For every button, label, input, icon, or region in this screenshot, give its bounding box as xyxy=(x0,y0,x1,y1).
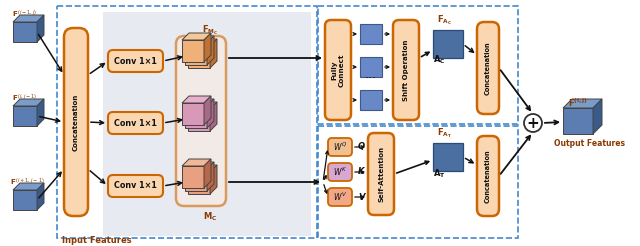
Text: Shift Operation: Shift Operation xyxy=(403,39,409,101)
FancyBboxPatch shape xyxy=(325,20,351,120)
Polygon shape xyxy=(185,169,207,191)
Text: Fully
Connect: Fully Connect xyxy=(332,53,344,87)
Polygon shape xyxy=(13,22,37,42)
Bar xyxy=(360,24,382,44)
Text: $\mathbf{F}^{(i+1,j-1)}$: $\mathbf{F}^{(i+1,j-1)}$ xyxy=(10,177,45,188)
Polygon shape xyxy=(185,36,214,43)
Text: $\mathbf{M_C}$: $\mathbf{M_C}$ xyxy=(203,211,217,223)
Polygon shape xyxy=(188,109,210,131)
Polygon shape xyxy=(207,99,214,128)
Text: $\mathbf{F_{A_T}}$: $\mathbf{F_{A_T}}$ xyxy=(437,126,452,140)
Text: $\mathbf{A_C}$: $\mathbf{A_C}$ xyxy=(433,54,445,66)
Bar xyxy=(360,90,382,110)
Polygon shape xyxy=(182,166,204,188)
Polygon shape xyxy=(185,99,214,106)
Text: $\mathbf{F_{M_C}}$: $\mathbf{F_{M_C}}$ xyxy=(202,23,218,37)
Polygon shape xyxy=(185,106,207,128)
Polygon shape xyxy=(593,99,602,134)
Text: $\mathbf{F_{A_C}}$: $\mathbf{F_{A_C}}$ xyxy=(437,13,452,27)
Polygon shape xyxy=(13,15,44,22)
Text: V: V xyxy=(358,193,365,201)
Text: Concatenation: Concatenation xyxy=(73,93,79,151)
Polygon shape xyxy=(37,99,44,126)
Bar xyxy=(433,143,463,171)
Text: Input Features: Input Features xyxy=(62,236,132,245)
FancyBboxPatch shape xyxy=(328,163,352,181)
Polygon shape xyxy=(204,33,211,62)
Text: +: + xyxy=(527,116,540,130)
Polygon shape xyxy=(188,46,210,68)
Polygon shape xyxy=(182,96,211,103)
Text: Concatenation: Concatenation xyxy=(485,149,491,203)
Polygon shape xyxy=(13,99,44,106)
Polygon shape xyxy=(13,190,37,210)
FancyBboxPatch shape xyxy=(477,22,499,114)
Polygon shape xyxy=(188,39,217,46)
Polygon shape xyxy=(182,40,204,62)
Polygon shape xyxy=(185,43,207,65)
Bar xyxy=(318,6,518,124)
Polygon shape xyxy=(204,96,211,125)
Polygon shape xyxy=(182,33,211,40)
Text: $W^K$: $W^K$ xyxy=(333,166,347,178)
Text: Concatenation: Concatenation xyxy=(485,41,491,95)
FancyBboxPatch shape xyxy=(393,20,419,120)
FancyBboxPatch shape xyxy=(108,175,163,197)
Text: Q: Q xyxy=(358,142,365,152)
Bar xyxy=(57,6,317,238)
Circle shape xyxy=(524,114,542,132)
Polygon shape xyxy=(207,162,214,191)
Text: $W^Q$: $W^Q$ xyxy=(333,141,347,153)
Polygon shape xyxy=(182,103,204,125)
Polygon shape xyxy=(210,165,217,194)
Polygon shape xyxy=(204,159,211,188)
Polygon shape xyxy=(188,172,210,194)
Bar xyxy=(318,126,518,238)
Polygon shape xyxy=(188,165,217,172)
FancyBboxPatch shape xyxy=(176,36,226,206)
Polygon shape xyxy=(563,108,593,134)
Text: Output Features: Output Features xyxy=(554,138,625,148)
Text: Conv 1×1: Conv 1×1 xyxy=(114,119,157,127)
Polygon shape xyxy=(37,15,44,42)
Polygon shape xyxy=(13,106,37,126)
FancyBboxPatch shape xyxy=(108,112,163,134)
FancyBboxPatch shape xyxy=(368,133,394,215)
Bar xyxy=(433,30,463,58)
Text: K: K xyxy=(358,168,365,176)
Bar xyxy=(103,12,311,236)
Polygon shape xyxy=(37,183,44,210)
Polygon shape xyxy=(207,36,214,65)
FancyBboxPatch shape xyxy=(108,50,163,72)
Text: Self-Attention: Self-Attention xyxy=(378,146,384,202)
FancyBboxPatch shape xyxy=(328,188,352,206)
Text: $W^V$: $W^V$ xyxy=(333,191,347,203)
Text: $\mathbf{F}^{(i-1,j)}$: $\mathbf{F}^{(i-1,j)}$ xyxy=(12,9,37,20)
Text: Conv 1×1: Conv 1×1 xyxy=(114,57,157,65)
Polygon shape xyxy=(210,39,217,68)
Polygon shape xyxy=(185,162,214,169)
Bar xyxy=(360,57,382,77)
Polygon shape xyxy=(210,102,217,131)
Text: $\mathbf{A_T}$: $\mathbf{A_T}$ xyxy=(433,167,445,180)
FancyBboxPatch shape xyxy=(328,138,352,156)
FancyBboxPatch shape xyxy=(64,28,88,216)
Polygon shape xyxy=(563,99,602,108)
Text: $\mathbf{F}^{(i,j-1)}$: $\mathbf{F}^{(i,j-1)}$ xyxy=(12,93,37,105)
Polygon shape xyxy=(182,159,211,166)
Text: $\mathbf{F^{(i,j)}}$: $\mathbf{F^{(i,j)}}$ xyxy=(568,97,588,109)
FancyBboxPatch shape xyxy=(477,136,499,216)
Polygon shape xyxy=(188,102,217,109)
Text: Conv 1×1: Conv 1×1 xyxy=(114,182,157,190)
Text: ···: ··· xyxy=(365,73,377,86)
Polygon shape xyxy=(13,183,44,190)
